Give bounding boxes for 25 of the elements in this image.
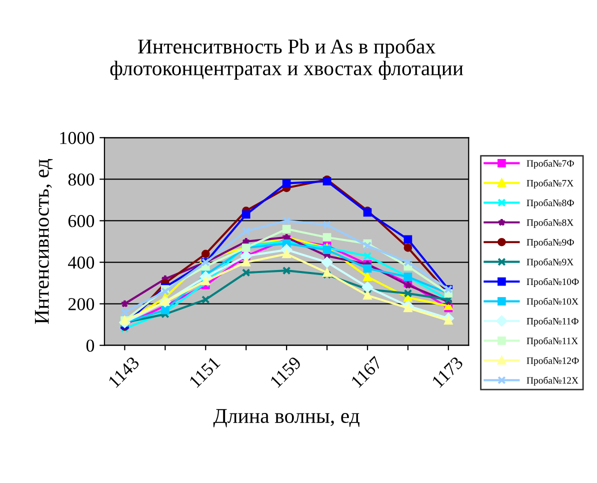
y-axis-title: Интенсивность, ед	[35, 159, 53, 324]
chart-title: Интенситвность Pb и As в пробах флотоконцентратах и хвостах флотации	[110, 38, 464, 80]
legend-label: Проба№10Ф	[526, 278, 579, 288]
y-tick-label: 0	[86, 340, 94, 352]
legend-label: Проба№9Ф	[526, 238, 574, 248]
legend-label: Проба№8Х	[526, 218, 574, 228]
legend-label: Проба№9Х	[526, 258, 574, 268]
x-tick-label: 1173	[432, 356, 464, 388]
x-tick-label: 1151	[188, 356, 221, 388]
x-tick-label: 1159	[270, 356, 302, 388]
legend-label: Проба№7Ф	[526, 160, 574, 169]
legend-label: Проба№8Ф	[526, 199, 574, 208]
y-tick-label: 800	[68, 173, 94, 186]
legend-label: Проба№11Х	[526, 337, 578, 346]
x-axis-title: Длина волны, ед	[213, 409, 360, 428]
y-tick-label: 600	[68, 214, 94, 228]
legend-label: Проба№10Х	[526, 298, 578, 307]
legend-label: Проба№12Ф	[526, 356, 579, 366]
y-tick-label: 1000	[60, 132, 94, 144]
y-tick-label: 400	[68, 256, 94, 269]
legend-label: Проба№11Ф	[526, 317, 578, 326]
y-tick-label: 200	[68, 298, 94, 310]
legend-label: Проба№12Х	[526, 376, 578, 386]
legend-label: Проба№7Х	[526, 179, 574, 188]
x-tick-label: 1143	[108, 356, 140, 388]
